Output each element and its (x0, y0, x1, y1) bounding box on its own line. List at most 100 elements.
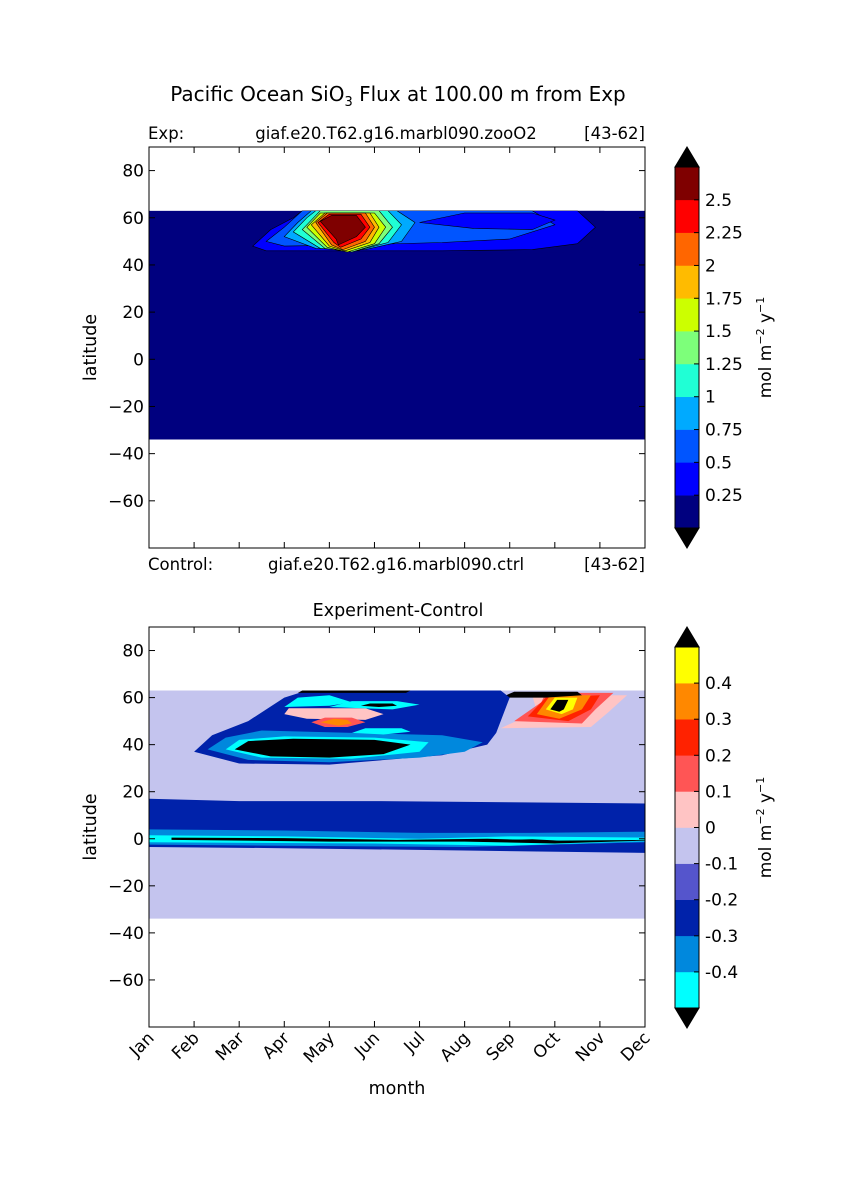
colorbar-min-arrow (674, 1007, 700, 1029)
x-tick-label: Apr (259, 1028, 294, 1063)
y-tick-label: −20 (108, 877, 144, 897)
y-tick-label: 40 (122, 736, 144, 756)
y-tick-label: 80 (122, 642, 144, 662)
y-tick-label: 0 (133, 830, 144, 850)
contour-band-19 (284, 708, 384, 720)
colorbar-tick-label: -0.1 (705, 855, 738, 875)
colorbar-label-unit: mol m (756, 345, 776, 399)
colorbar-swatch (675, 647, 699, 684)
colorbar-tick-label: 1.75 (705, 289, 743, 309)
contour-band-0 (149, 690, 208, 733)
y-tick-label: 60 (122, 209, 144, 229)
colorbar-tick-label: 2.25 (705, 224, 743, 244)
x-tick-label: Sep (482, 1028, 519, 1065)
contour-band-26 (297, 690, 411, 693)
colorbar-tick-label: 0.75 (705, 421, 743, 441)
contour-field (149, 210, 645, 440)
colorbar-swatch (675, 935, 699, 973)
colorbar-swatch (675, 363, 699, 398)
colorbar-tick-label: -0.2 (705, 891, 738, 911)
axes-frame (148, 626, 646, 1028)
top-colorbar: 0.25 0.5 0.75 1 1.25 1.5 1.75 2 2.25 2.5 mol m−2 y… (674, 146, 776, 549)
contour-band-20 (284, 695, 352, 707)
colorbar-tick-label: 0.25 (705, 486, 743, 506)
y-tick-label: 0 (133, 350, 144, 370)
colorbar-max-arrow (674, 146, 700, 168)
colorbar-frame (674, 166, 700, 529)
colorbar-swatch (675, 396, 699, 430)
colorbar-tick-label: 1.5 (705, 322, 732, 342)
contour-field (149, 690, 645, 919)
x-tick-label: Dec (617, 1028, 654, 1065)
x-tick-label: Nov (572, 1028, 610, 1066)
colorbar-swatch (675, 827, 699, 864)
bottom-colorbar: -0.4 -0.3 -0.2 -0.1 0 0.1 0.2 0.3 0.4 mol m−2 y−1 (674, 626, 776, 1029)
x-tick-label: Jan (125, 1028, 158, 1061)
colorbar-tick-label: -0.3 (705, 927, 738, 947)
figure-title: Pacific Ocean SiO3 Flux at 100.00 m from… (170, 82, 626, 110)
bottom-title: Experiment-Control (313, 601, 484, 621)
colorbar-swatch (675, 462, 699, 496)
bottom-panel: Experiment-Control 806040200−20−40−60lat… (81, 601, 776, 1099)
x-tick-label: May (300, 1028, 339, 1067)
top-left-label: Exp: (148, 124, 184, 143)
axes-frame (148, 146, 646, 549)
colorbar-swatch (675, 791, 699, 828)
contour-band-8 (500, 691, 582, 698)
contour-band-18 (243, 739, 397, 757)
colorbar-swatch (675, 899, 699, 937)
colorbar-swatch (675, 863, 699, 900)
bottom-xlabel: month (369, 1079, 426, 1099)
y-tick-label: −60 (108, 971, 144, 991)
colorbar-label-exp1: −2 (754, 328, 767, 344)
colorbar-swatch (675, 971, 699, 1009)
contour-band-24 (360, 703, 397, 707)
contour-band-12 (171, 837, 645, 844)
colorbar-label-exp1: −2 (754, 808, 767, 824)
colorbar-tick-label: 1.25 (705, 355, 743, 375)
x-tick-label: Aug (437, 1028, 475, 1066)
top-bottom-left-label: Control: (148, 555, 213, 574)
bottom-plot-area: 80 60 40 20 0 −20 −40 −60 latitude Jan Feb Mar Apr Ma… (81, 626, 655, 1067)
y-tick-label: −20 (108, 397, 144, 417)
colorbar-swatch (675, 683, 699, 720)
x-tick-label: Feb (168, 1028, 203, 1063)
colorbar-swatch (675, 331, 699, 365)
top-bottom-right-label: [43-62] (584, 555, 645, 574)
top-right-label: [43-62] (584, 124, 645, 143)
colorbar-label-time: y (756, 313, 776, 328)
contour-band-7 (550, 699, 569, 712)
top-bottom-center-label: giaf.e20.T62.g16.marbl090.ctrl (268, 555, 524, 574)
contour-band-3 (419, 212, 556, 230)
y-tick-label: −60 (108, 492, 144, 512)
contour-band-25 (351, 728, 411, 735)
colorbar-label-time: y (756, 793, 776, 808)
y-tick-label: −40 (108, 445, 144, 465)
colorbar-swatch (675, 298, 699, 332)
y-tick-label: 20 (122, 303, 144, 323)
contour-band-13 (505, 839, 560, 843)
colorbar-tick-label: 0.4 (705, 674, 732, 694)
colorbar-tick-label: 2.5 (705, 191, 732, 211)
colorbar-tick-label: 0.1 (705, 782, 732, 802)
x-tick-label: Jun (350, 1028, 384, 1062)
contour-band-11 (319, 215, 366, 246)
contour-band-22 (320, 718, 352, 726)
colorbar-swatch (675, 265, 699, 299)
x-tick-label: Jul (400, 1028, 429, 1057)
colorbar-tick-label: 0 (705, 819, 716, 839)
y-axis-label: latitude (81, 314, 101, 381)
y-tick-label: 80 (122, 162, 144, 182)
colorbar-tick-label: 0.2 (705, 746, 732, 766)
colorbar-tick-label: 0.3 (705, 710, 732, 730)
colorbar-swatch (675, 755, 699, 792)
colorbar-label: mol m−2 y−1 (754, 777, 776, 879)
colorbar-swatch (675, 429, 699, 463)
y-tick-label: 40 (122, 256, 144, 276)
colorbar-swatch (675, 199, 699, 233)
colorbar-label-exp2: −1 (754, 297, 767, 313)
x-tick-label: Oct (529, 1028, 564, 1063)
top-center-label: giaf.e20.T62.g16.marbl090.zooO2 (255, 124, 537, 143)
